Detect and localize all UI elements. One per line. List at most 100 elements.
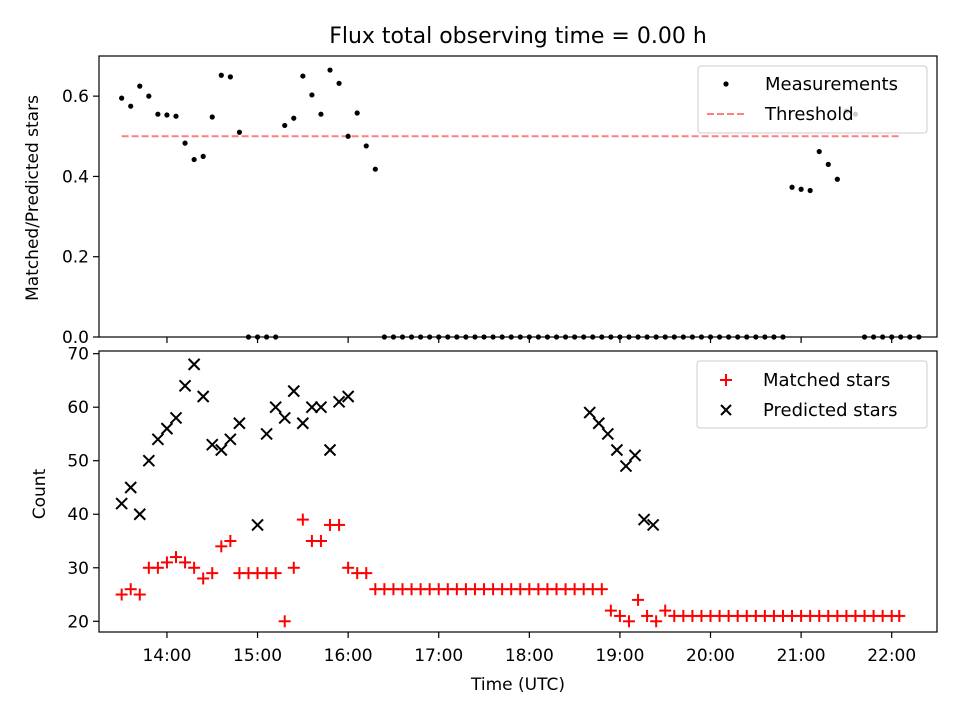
bottom-legend: Matched stars Predicted stars <box>696 360 928 429</box>
predicted-star-point <box>332 395 346 409</box>
measurement-point <box>508 334 514 340</box>
predicted-star-point <box>142 454 156 467</box>
bottom-x-tick-label: 21:00 <box>777 646 826 666</box>
measurement-point <box>762 334 768 340</box>
measurement-point <box>907 334 913 340</box>
matched-star-point <box>224 535 237 548</box>
predicted-star-point <box>628 449 642 462</box>
matched-star-point <box>215 540 228 553</box>
top-series <box>119 67 922 340</box>
measurement-point <box>254 334 261 340</box>
measurement-point <box>363 143 369 149</box>
measurement-point <box>390 334 397 340</box>
measurement-point <box>825 161 831 167</box>
legend-measurements-label: Measurements <box>765 74 898 95</box>
measurement-point <box>553 334 560 340</box>
top-y-label: Matched/Predicted stars <box>23 95 43 301</box>
measurement-point <box>880 334 886 340</box>
legend-measurements-marker <box>723 81 729 87</box>
measurement-point <box>137 83 143 89</box>
legend-matched-marker <box>720 374 732 386</box>
measurement-point <box>427 334 433 340</box>
measurement-point <box>562 334 569 340</box>
top-legend-frame <box>697 65 928 134</box>
measurement-point <box>345 133 351 139</box>
matched-star-point <box>314 535 327 548</box>
matched-star-point <box>287 561 300 574</box>
matched-star-point <box>115 588 128 601</box>
measurement-point <box>418 334 424 340</box>
matched-star-point <box>133 588 146 601</box>
predicted-star-point <box>178 379 192 392</box>
measurement-point <box>146 93 152 99</box>
predicted-star-point <box>592 417 605 430</box>
matched-star-point <box>622 615 635 628</box>
predicted-star-point <box>287 384 300 398</box>
predicted-star-point <box>224 433 237 446</box>
matched-star-point <box>893 609 906 622</box>
measurement-point <box>191 156 197 163</box>
matched-star-point <box>269 567 282 580</box>
measurement-point <box>472 334 478 340</box>
x-axis-label: Time (UTC) <box>470 675 565 695</box>
predicted-star-point <box>637 513 651 526</box>
measurement-point <box>399 334 406 340</box>
measurement-point <box>644 334 650 340</box>
measurement-point <box>898 334 904 340</box>
measurement-point <box>590 334 596 340</box>
bottom-x-tick-label: 20:00 <box>686 646 735 666</box>
measurement-point <box>716 334 723 340</box>
measurement-point <box>445 334 451 340</box>
predicted-star-point <box>314 400 328 414</box>
measurement-point <box>128 103 134 109</box>
top-legend: Measurements Threshold <box>697 65 928 134</box>
legend-predicted-marker <box>720 404 732 416</box>
measurement-point <box>227 74 233 80</box>
measurement-point <box>753 334 759 340</box>
predicted-star-point <box>260 427 273 441</box>
measurement-point <box>200 153 206 159</box>
measurement-point <box>218 72 224 78</box>
measurement-point <box>789 184 795 190</box>
measurement-point <box>861 334 868 340</box>
measurement-point <box>671 334 677 340</box>
measurement-point <box>182 140 188 146</box>
matched-star-point <box>197 572 210 585</box>
matched-star-point <box>188 561 201 574</box>
measurement-point <box>870 334 877 340</box>
measurement-point <box>816 148 822 155</box>
matched-star-point <box>342 561 355 574</box>
measurement-point <box>626 334 632 340</box>
predicted-star-point <box>160 422 174 435</box>
bottom-y-tick-label: 70 <box>67 345 89 365</box>
predicted-star-point <box>296 417 310 430</box>
measurement-point <box>264 334 270 340</box>
bottom-x-tick-label: 17:00 <box>414 646 463 666</box>
measurement-point <box>707 334 714 340</box>
bottom-y-tick-label: 60 <box>67 398 89 418</box>
bottom-legend-frame <box>696 360 928 429</box>
measurement-point <box>164 112 170 118</box>
matched-star-point <box>360 567 373 580</box>
measurement-point <box>273 334 279 340</box>
matched-star-point <box>151 561 164 574</box>
measurement-point <box>336 80 342 86</box>
measurement-point <box>617 334 623 340</box>
matched-star-point <box>170 551 183 564</box>
measurement-point <box>408 334 415 340</box>
measurement-point <box>735 334 741 340</box>
measurement-point <box>798 186 804 192</box>
predicted-star-point <box>133 508 146 521</box>
measurement-point <box>834 176 840 182</box>
bottom-y-label: Count <box>30 468 50 519</box>
bottom-y-tick-label: 20 <box>67 612 89 632</box>
measurement-point <box>354 110 360 116</box>
measurement-point <box>698 334 705 340</box>
legend-matched-label: Matched stars <box>763 370 890 391</box>
matched-star-point <box>613 609 626 622</box>
measurement-point <box>309 92 315 98</box>
measurement-point <box>327 67 333 73</box>
predicted-star-point <box>196 390 210 403</box>
bottom-panel: 20 30 40 50 60 70 14:00 15:00 16:00 17:00 18:00 19… <box>30 345 938 695</box>
